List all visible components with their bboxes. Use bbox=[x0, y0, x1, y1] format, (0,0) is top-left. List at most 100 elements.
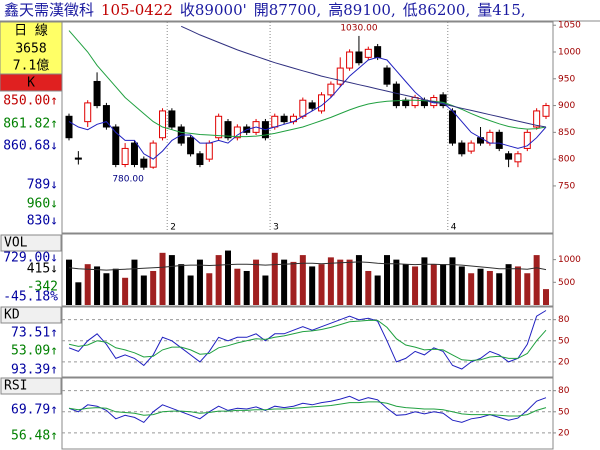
volume-bar bbox=[122, 277, 129, 305]
candle-body bbox=[346, 51, 354, 69]
volume-bar bbox=[374, 275, 381, 305]
volume-bar bbox=[421, 257, 428, 305]
volume-bar bbox=[253, 259, 260, 305]
price-panel bbox=[61, 21, 554, 234]
header-text: 低86200, bbox=[403, 1, 471, 19]
price-value: 830↓ bbox=[27, 214, 58, 229]
candle-body bbox=[168, 110, 176, 128]
volume-bar bbox=[299, 255, 306, 305]
indicator-line bbox=[68, 310, 547, 370]
panel-title: VOL bbox=[4, 236, 28, 251]
candle-body bbox=[187, 137, 195, 155]
volume-bar bbox=[496, 273, 503, 305]
volume-bar bbox=[346, 259, 353, 305]
volume-bar bbox=[468, 273, 475, 305]
panel-title: RSI bbox=[4, 379, 27, 394]
volume-bar bbox=[187, 275, 194, 305]
candle-body bbox=[402, 99, 410, 107]
y-tick-label: 900 bbox=[558, 101, 575, 111]
volume-bar bbox=[309, 266, 316, 305]
candle-body bbox=[467, 142, 475, 152]
k-label: K bbox=[27, 76, 35, 91]
volume-bar bbox=[524, 273, 531, 305]
candle-body bbox=[121, 147, 129, 166]
indicator-line bbox=[180, 25, 547, 128]
y-tick-label: 1000 bbox=[558, 255, 581, 265]
volume-bar bbox=[337, 259, 344, 305]
candle-body bbox=[149, 142, 157, 168]
vol-value: -45.18% bbox=[3, 290, 58, 305]
candle-body bbox=[542, 105, 550, 117]
kd-title-box bbox=[0, 306, 62, 324]
panel-title: KD bbox=[4, 308, 20, 323]
volume-bar bbox=[543, 289, 549, 305]
candle-body bbox=[102, 105, 110, 128]
volume-bar bbox=[486, 270, 493, 305]
candle-body bbox=[74, 157, 82, 160]
vol-title-box bbox=[0, 234, 62, 252]
header-text: 高89100, bbox=[328, 1, 396, 19]
candle-body bbox=[299, 99, 307, 117]
header-text: 鑫天需漢徵科 bbox=[4, 1, 94, 19]
indicator-line bbox=[68, 261, 547, 271]
volume-bar bbox=[412, 266, 419, 305]
volume-bar bbox=[243, 270, 250, 305]
indicator-line bbox=[68, 30, 547, 138]
volume-bar bbox=[262, 275, 269, 305]
volume-bar bbox=[168, 255, 175, 305]
rsi-title-box bbox=[0, 377, 62, 395]
x-tick-label: 2 bbox=[170, 223, 176, 233]
candle-body bbox=[514, 153, 522, 163]
price-value: 861.82↑ bbox=[3, 117, 58, 132]
y-tick-label: 500 bbox=[558, 278, 575, 288]
indicator-line bbox=[68, 319, 547, 362]
candle-body bbox=[505, 153, 513, 160]
volume-bar bbox=[281, 259, 288, 305]
rsi-panel bbox=[61, 377, 554, 450]
candle-body bbox=[65, 115, 73, 139]
volume-bar bbox=[140, 275, 147, 305]
kd-value: 53.09↑ bbox=[11, 344, 58, 359]
candle-body bbox=[336, 67, 344, 85]
volume-bar bbox=[75, 282, 82, 305]
candle-body bbox=[411, 97, 419, 107]
volume-bar bbox=[402, 264, 409, 305]
candle-body bbox=[383, 67, 391, 85]
x-tick-label: 3 bbox=[273, 223, 279, 233]
candle-body bbox=[196, 153, 204, 166]
candle-body bbox=[93, 80, 101, 107]
volume-bar bbox=[449, 257, 456, 305]
volume-bar bbox=[327, 257, 334, 305]
volume-bar bbox=[271, 252, 278, 305]
volume-panel bbox=[61, 233, 554, 307]
volume-bar bbox=[178, 264, 185, 305]
header-text: 量415, bbox=[477, 1, 525, 19]
candle-body bbox=[318, 94, 326, 112]
candle-body bbox=[533, 110, 541, 128]
candle-body bbox=[392, 83, 400, 107]
price-value: 960↓ bbox=[27, 197, 58, 212]
volume-bar bbox=[477, 268, 484, 305]
y-tick-label: 50 bbox=[558, 336, 570, 346]
kd-value: 73.51↑ bbox=[11, 326, 58, 341]
candle-body bbox=[280, 115, 288, 123]
volume-bar bbox=[84, 264, 91, 305]
y-tick-label: 80 bbox=[558, 386, 570, 396]
volume-bar bbox=[94, 266, 101, 305]
kd-panel bbox=[61, 306, 554, 378]
volume-bar bbox=[234, 268, 241, 305]
volume-bar bbox=[533, 255, 540, 305]
candle-body bbox=[271, 115, 279, 128]
candle-body bbox=[84, 102, 92, 123]
vol-value: 729.00↓ bbox=[3, 251, 58, 266]
high-annotation: 1030.00 bbox=[340, 23, 377, 33]
volume-bar bbox=[514, 266, 521, 305]
y-tick-label: 800 bbox=[558, 155, 575, 165]
candle-body bbox=[140, 158, 148, 168]
period-text: 7.1億 bbox=[13, 58, 49, 74]
y-tick-label: 80 bbox=[558, 315, 570, 325]
candle-body bbox=[439, 94, 447, 107]
volume-bar bbox=[365, 270, 372, 305]
